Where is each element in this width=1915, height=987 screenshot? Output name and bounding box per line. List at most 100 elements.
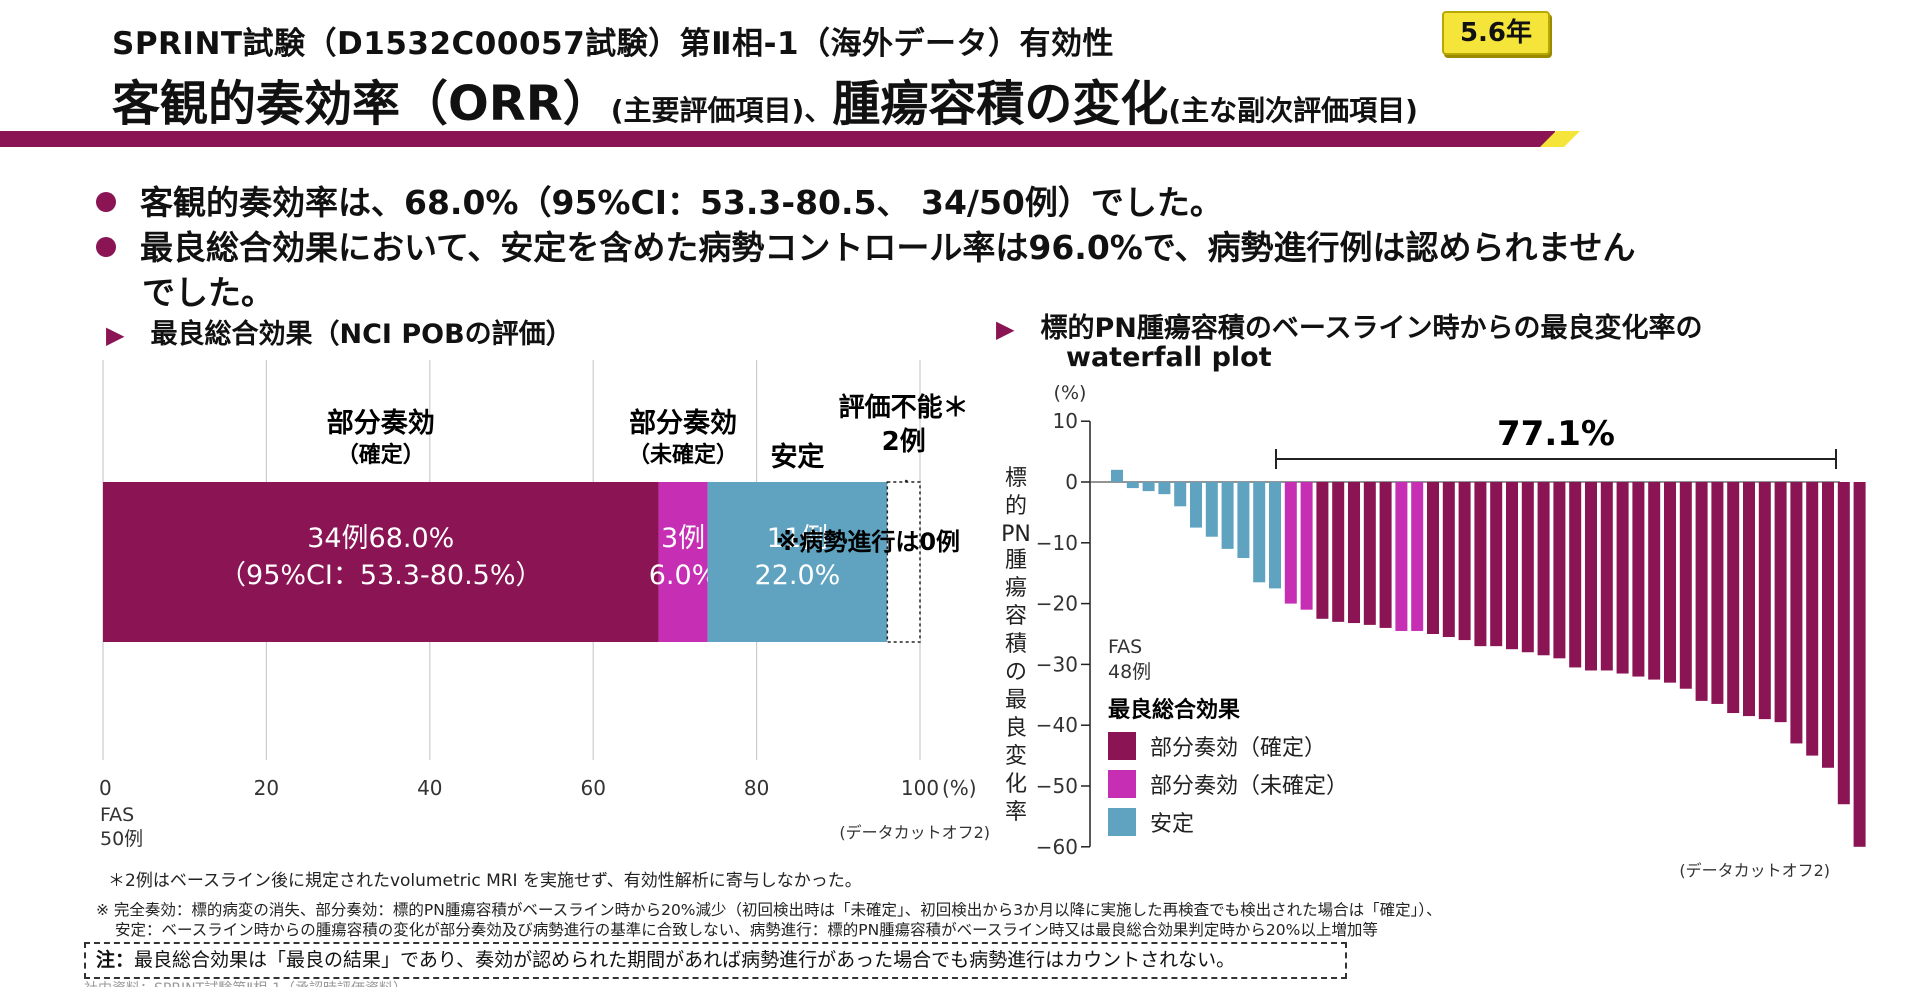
note-text: 最良総合効果は「最良の結果」であり、奏効が認められた期間があれば病勢進行があった… <box>134 949 1236 971</box>
legend-swatch <box>1108 732 1136 760</box>
legend-title: 最良総合効果 <box>1108 697 1240 723</box>
waterfall-bars <box>1111 469 1866 847</box>
waterfall-bar <box>1427 482 1439 634</box>
bullet-dot-icon <box>96 191 116 212</box>
waterfall-bar <box>1758 482 1771 720</box>
left-panel-heading: ▶ 最良総合効果（NCI POBの評価） <box>106 312 573 351</box>
page-subtitle: SPRINT試験（D1532C00057試験）第Ⅱ相-1（海外データ）有効性 <box>112 26 1115 62</box>
bullet-dcr: 最良総合効果において、安定を含めた病勢コントロール率は96.0%で、病勢進行例は… <box>96 221 1636 269</box>
waterfall-bar <box>1695 482 1708 701</box>
right-fas-label: FAS <box>1108 636 1142 658</box>
right-cutoff: (データカットオフ2) <box>1679 861 1830 880</box>
category-header: 部分奏効 <box>629 407 737 439</box>
x-tick-label: 20 <box>254 776 279 800</box>
ylabel-char: PN <box>1001 522 1031 547</box>
title-volume: 腫瘍容積の変化 <box>832 76 1169 132</box>
bar-data-label: （95%CI：53.3-80.5%） <box>219 560 542 591</box>
source-citation: 社内資料：SPRINT試験第Ⅱ相-1（承認時評価資料） <box>84 978 407 987</box>
waterfall-bar <box>1711 482 1724 704</box>
x-tick-label: 80 <box>744 776 769 800</box>
ylabel-char: 積 <box>1005 632 1027 657</box>
waterfall-bar <box>1205 482 1218 537</box>
followup-badge: 5.6年 <box>1442 11 1550 55</box>
waterfall-bar <box>1774 482 1787 723</box>
waterfall-bar <box>1632 482 1645 677</box>
waterfall-bar <box>1126 482 1139 489</box>
waterfall-bar <box>1664 482 1676 683</box>
waterfall-bar <box>1111 469 1123 482</box>
waterfall-bar <box>1442 482 1455 638</box>
bullet-dot-icon <box>96 236 116 257</box>
waterfall-bar <box>1363 482 1376 625</box>
waterfall-bar <box>1158 482 1171 495</box>
footnote-asterisk: ＊2例はベースライン後に規定されたvolumetric MRI を実施せず、有効… <box>108 871 862 891</box>
waterfall-bar <box>1253 482 1266 583</box>
ylabel-char: 最 <box>1005 688 1027 713</box>
x-tick-label: 60 <box>580 776 605 800</box>
waterfall-bar <box>1411 482 1424 631</box>
waterfall-bar <box>1348 482 1360 624</box>
waterfall-bar <box>1600 482 1613 671</box>
waterfall-bar <box>1553 482 1566 659</box>
category-header: 評価不能＊ <box>839 392 969 423</box>
left-heading-text: 最良総合効果（NCI POBの評価） <box>150 319 573 350</box>
response-bracket: 77.1% <box>1275 414 1837 469</box>
bullet-orr: 客観的奏効率は、68.0%（95%CI：53.3-80.5、 34/50例）でし… <box>96 176 1223 224</box>
waterfall-bar <box>1837 482 1850 805</box>
waterfall-bar <box>1300 482 1313 610</box>
ylabel-char: 瘍 <box>1005 576 1027 601</box>
waterfall-bar <box>1269 482 1281 589</box>
waterfall-bar <box>1490 482 1503 647</box>
bar-data-label: 3例 <box>661 523 705 554</box>
waterfall-bar <box>1853 482 1866 847</box>
ylabel-char: 腫 <box>1005 548 1027 573</box>
waterfall-legend: 部分奏効（確定） 部分奏効（未確定） 安定 <box>1108 732 1348 837</box>
y-tick-label: 0 <box>1065 470 1078 494</box>
ylabel-char: 的 <box>1005 494 1027 519</box>
waterfall-bar <box>1458 482 1471 641</box>
waterfall-bar <box>1727 482 1740 714</box>
waterfall-bar <box>1506 482 1518 650</box>
right-panel-heading-2: waterfall plot <box>1066 342 1272 373</box>
waterfall-bar <box>1316 482 1329 619</box>
y-tick-label: −10 <box>1036 531 1078 555</box>
y-tick-label: −30 <box>1036 652 1078 676</box>
waterfall-bar <box>1585 482 1597 671</box>
right-unit: (%) <box>1054 382 1087 404</box>
bar-data-label: 34例68.0% <box>307 523 454 554</box>
title-volume-note: (主な副次評価項目) <box>1168 94 1418 127</box>
x-unit-label: (%) <box>942 776 977 800</box>
bracket-label: 77.1% <box>1497 414 1615 454</box>
title-orr-note: (主要評価項目)、 <box>610 94 833 127</box>
waterfall-bar <box>1379 482 1392 628</box>
y-tick-label: 10 <box>1053 409 1078 433</box>
waterfall-bar <box>1679 482 1692 689</box>
stacked-bar-segment <box>886 481 921 643</box>
footnote-definitions-2: 安定：ベースライン時からの腫瘍容積の変化が部分奏効及び病勢進行の基準に合致しない… <box>115 921 1378 939</box>
ylabel-char: 変 <box>1005 744 1027 769</box>
waterfall-bar <box>1284 482 1297 604</box>
waterfall-bar <box>1237 482 1250 558</box>
category-header: 2例 <box>882 427 926 457</box>
legend-swatch <box>1108 770 1136 798</box>
waterfall-bar <box>1221 482 1234 549</box>
y-tick-label: −20 <box>1036 592 1078 616</box>
footnote-definitions-1: ※ 完全奏効：標的病変の消失、部分奏効：標的PN腫瘍容積がベースライン時から20… <box>96 901 1442 919</box>
y-tick-label: −60 <box>1036 835 1078 859</box>
left-fas-n: 50例 <box>100 828 143 850</box>
triangle-icon: ▶ <box>106 321 125 349</box>
left-bars: 34例68.0% （95%CI：53.3-80.5%） 3例 6.0% 11例 22.0% <box>103 481 921 643</box>
waterfall-bar <box>1521 482 1534 653</box>
left-cutoff: (データカットオフ2) <box>839 823 990 842</box>
pd-note: ※病勢進行は0例 <box>776 528 960 556</box>
bar-data-label: 22.0% <box>755 560 841 591</box>
waterfall-bar <box>1790 482 1803 744</box>
waterfall-bar <box>1190 482 1202 528</box>
right-panel-heading: ▶ 標的PN腫瘍容積のベースライン時からの最良変化率の <box>996 306 1703 345</box>
note-label: 注： <box>96 949 135 971</box>
note-box: 注：最良総合効果は「最良の結果」であり、奏効が認められた期間があれば病勢進行があ… <box>84 942 1347 979</box>
y-tick-label: −40 <box>1036 713 1078 737</box>
waterfall-bar <box>1332 482 1345 622</box>
